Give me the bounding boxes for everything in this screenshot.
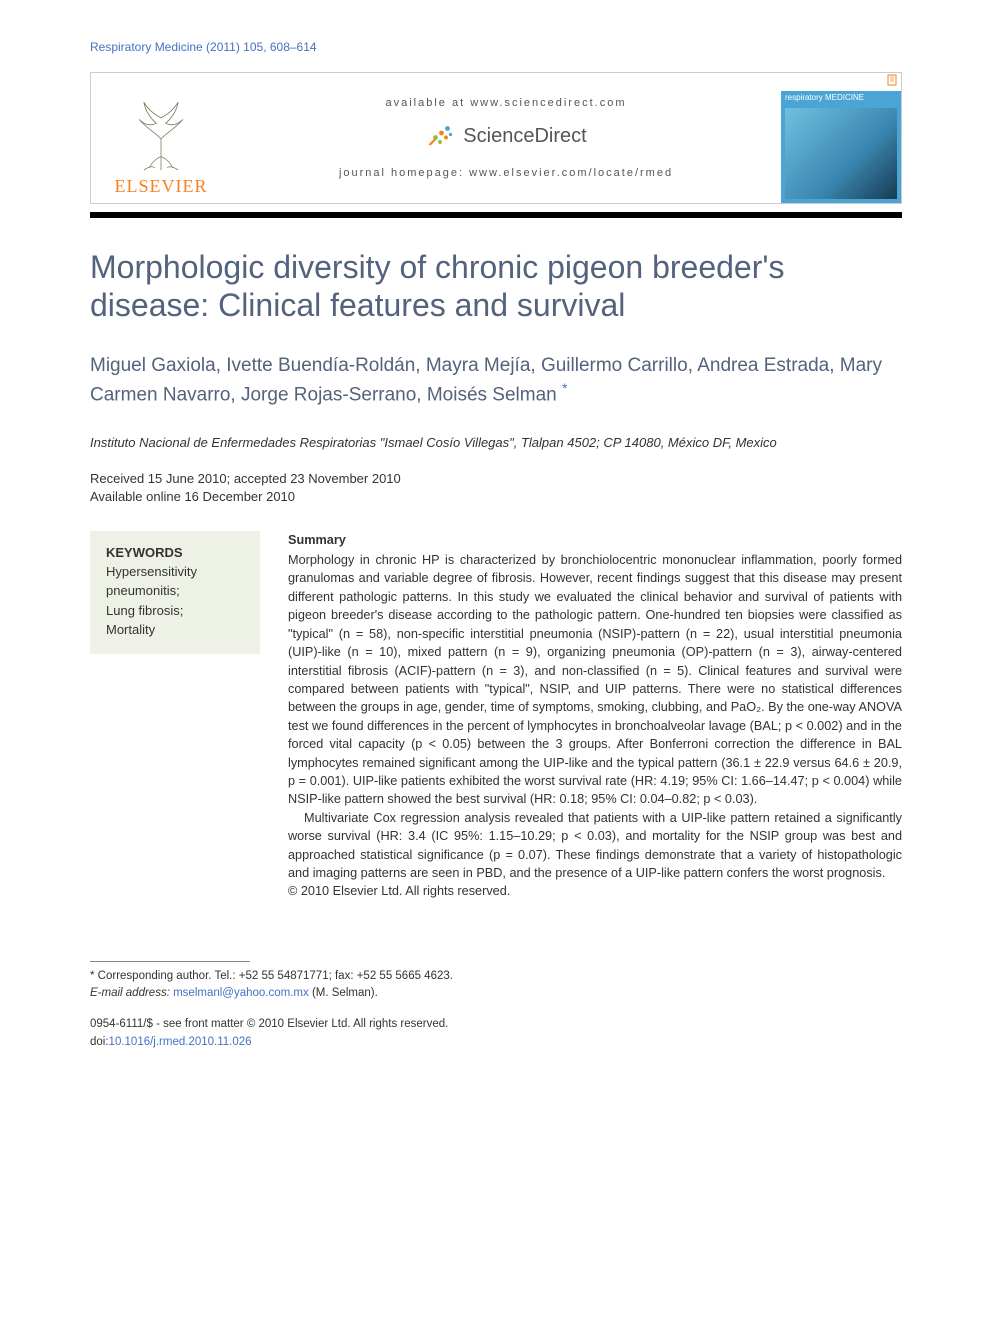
keywords-body: Hypersensitivity pneumonitis; Lung fibro… — [106, 562, 244, 640]
summary-heading: Summary — [288, 531, 902, 549]
front-matter: 0954-6111/$ - see front matter © 2010 El… — [90, 1016, 902, 1051]
running-header: Respiratory Medicine (2011) 105, 608–614 — [90, 40, 902, 54]
corresponding-email-link[interactable]: mselmanl@yahoo.com.mx — [173, 987, 309, 999]
author-list: Miguel Gaxiola, Ivette Buendía-Roldán, M… — [90, 353, 902, 410]
cover-photo-placeholder — [785, 108, 897, 199]
footnote-rule — [90, 961, 250, 962]
footnotes: * Corresponding author. Tel.: +52 55 548… — [90, 968, 902, 1003]
elsevier-tree-icon — [122, 96, 200, 174]
summary-paragraph-2: Multivariate Cox regression analysis rev… — [288, 809, 902, 883]
corresponding-author-footnote: * Corresponding author. Tel.: +52 55 548… — [90, 968, 902, 985]
journal-cover-thumbnail: respiratory MEDICINE — [781, 73, 901, 203]
doi-link[interactable]: 10.1016/j.rmed.2010.11.026 — [109, 1036, 252, 1048]
journal-header-box: ELSEVIER available at www.sciencedirect.… — [90, 72, 902, 204]
summary: Summary Morphology in chronic HP is char… — [288, 531, 902, 901]
journal-homepage-line: journal homepage: www.elsevier.com/locat… — [231, 167, 781, 179]
cover-journal-title: respiratory MEDICINE — [781, 91, 901, 104]
article-title: Morphologic diversity of chronic pigeon … — [90, 248, 902, 325]
doi-label: doi: — [90, 1036, 109, 1048]
abstract-region: KEYWORDS Hypersensitivity pneumonitis; L… — [90, 531, 902, 901]
summary-paragraph-1: Morphology in chronic HP is characterize… — [288, 551, 902, 809]
received-accepted-line: Received 15 June 2010; accepted 23 Novem… — [90, 470, 902, 488]
cover-publisher-mark-icon — [887, 73, 897, 91]
affiliation: Instituto Nacional de Enfermedades Respi… — [90, 435, 902, 450]
author-names: Miguel Gaxiola, Ivette Buendía-Roldán, M… — [90, 355, 882, 406]
sciencedirect-brand: ScienceDirect — [231, 121, 781, 151]
corresponding-author-mark[interactable]: * — [562, 380, 567, 396]
keywords-box: KEYWORDS Hypersensitivity pneumonitis; L… — [90, 531, 260, 654]
keywords-heading: KEYWORDS — [106, 545, 244, 560]
email-tail: (M. Selman). — [309, 987, 378, 999]
article-dates: Received 15 June 2010; accepted 23 Novem… — [90, 470, 902, 506]
summary-copyright: © 2010 Elsevier Ltd. All rights reserved… — [288, 882, 902, 900]
header-thick-rule — [90, 212, 902, 218]
email-footnote: E-mail address: mselmanl@yahoo.com.mx (M… — [90, 985, 902, 1002]
available-at-line: available at www.sciencedirect.com — [231, 97, 781, 109]
elsevier-wordmark: ELSEVIER — [115, 176, 208, 197]
elsevier-logo-block: ELSEVIER — [91, 73, 231, 203]
available-online-line: Available online 16 December 2010 — [90, 488, 902, 506]
running-header-link[interactable]: Respiratory Medicine (2011) 105, 608–614 — [90, 40, 317, 54]
sciencedirect-text: ScienceDirect — [463, 125, 586, 148]
front-matter-line: 0954-6111/$ - see front matter © 2010 El… — [90, 1016, 902, 1033]
email-label: E-mail address: — [90, 987, 173, 999]
sciencedirect-icon — [425, 121, 455, 151]
header-center: available at www.sciencedirect.com Scien… — [231, 97, 781, 179]
doi-line: doi:10.1016/j.rmed.2010.11.026 — [90, 1034, 902, 1051]
